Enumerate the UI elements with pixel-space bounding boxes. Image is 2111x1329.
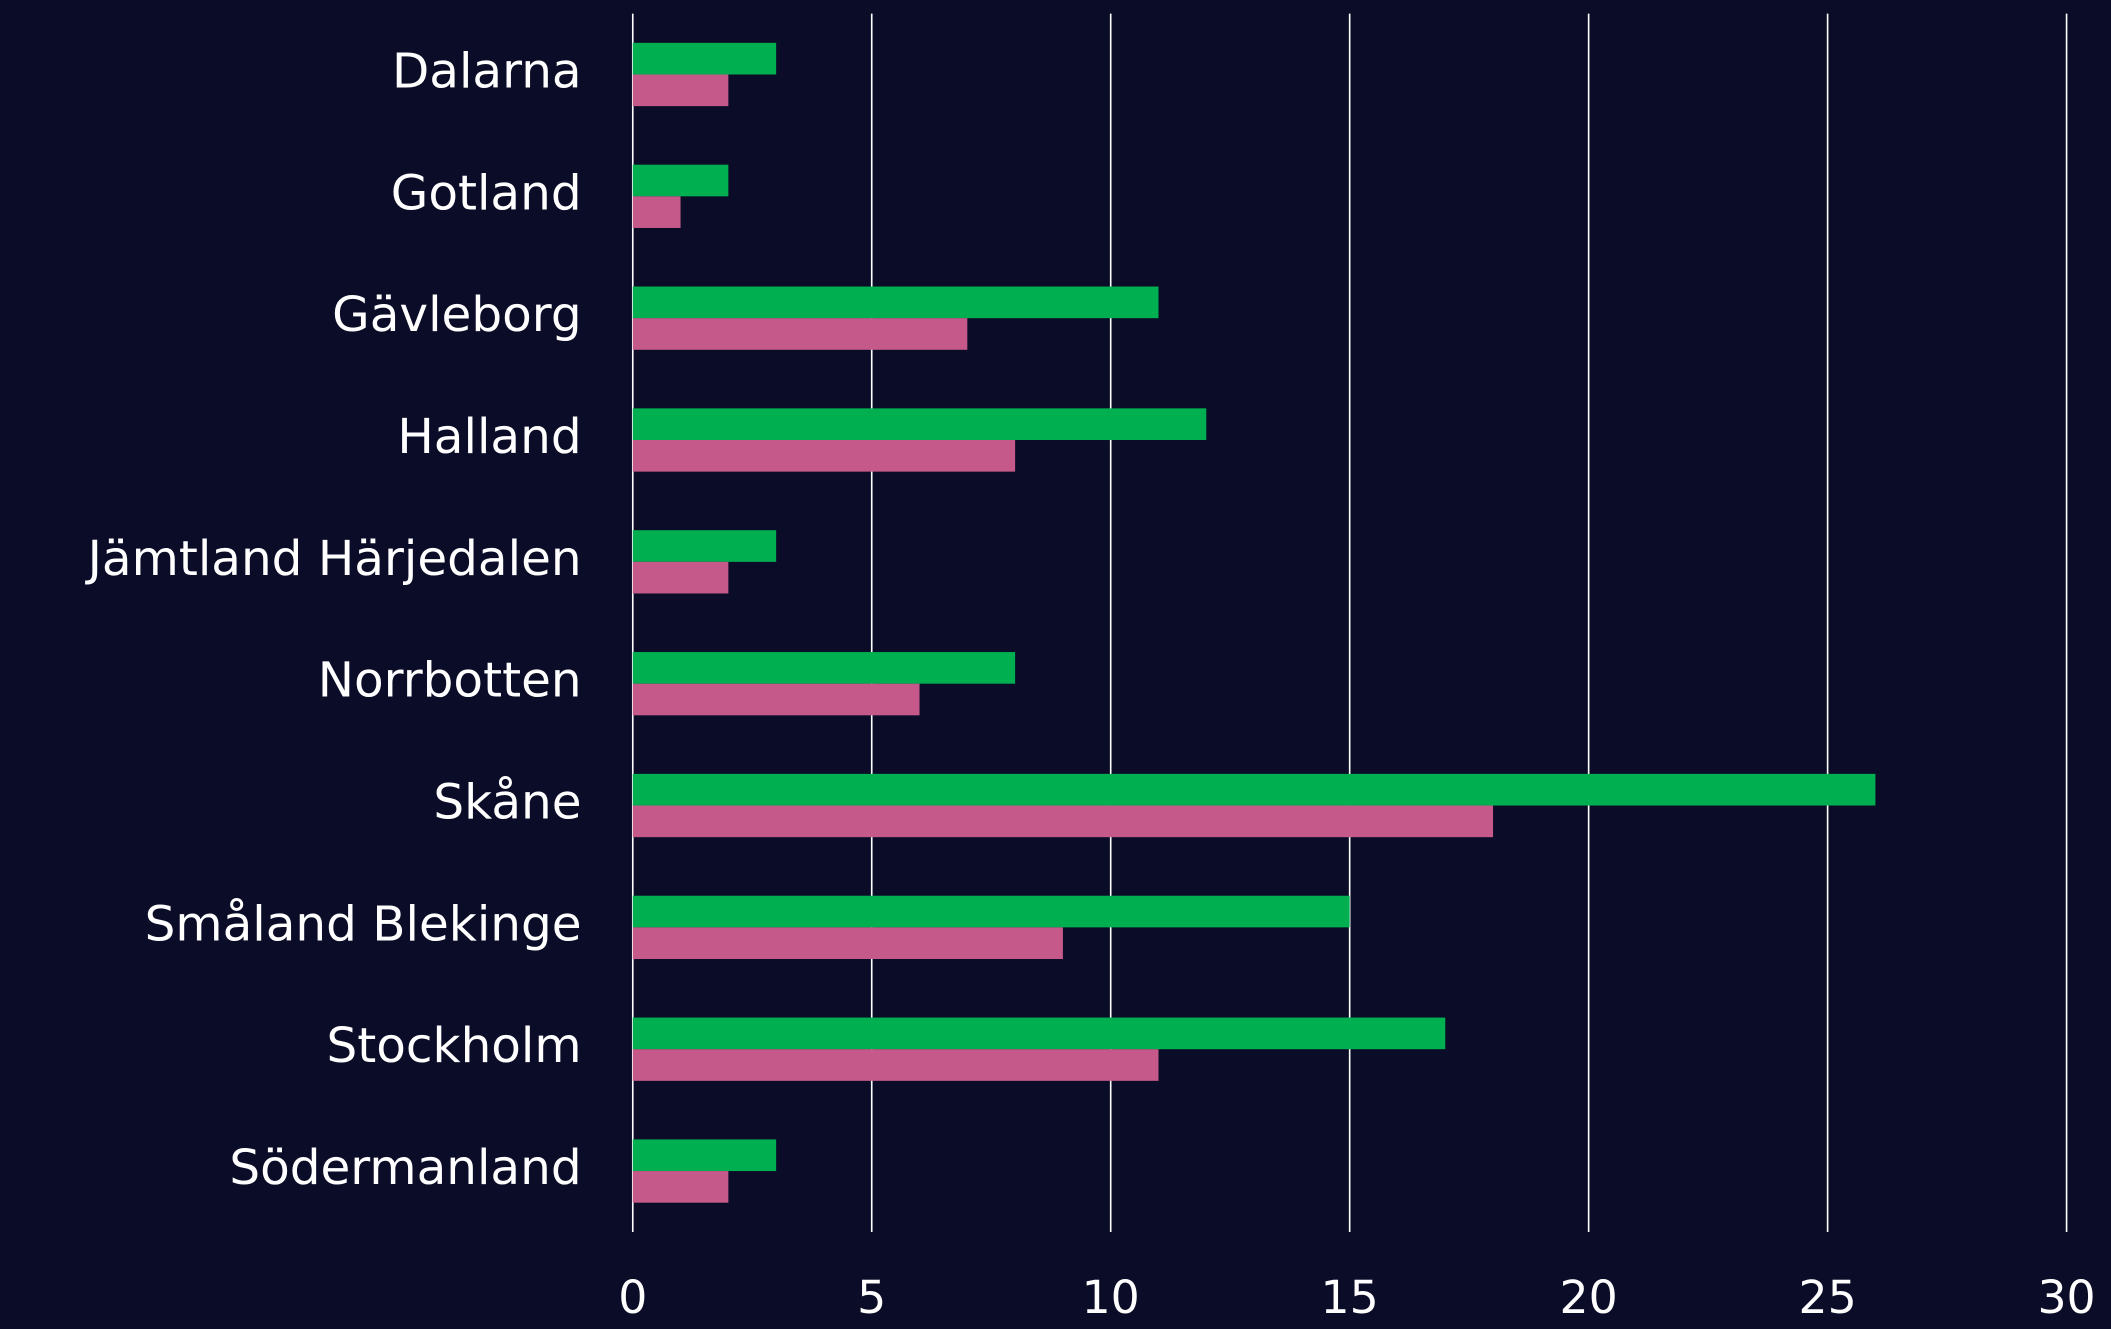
- bar: [632, 530, 777, 562]
- y-tick-label: Skåne: [433, 775, 581, 831]
- bar: [632, 1139, 777, 1172]
- bar: [632, 927, 1063, 960]
- bar: [632, 1017, 1446, 1050]
- y-tick-label: Gävleborg: [332, 287, 581, 343]
- y-tick-label: Halland: [397, 409, 581, 465]
- y-tick-label: Stockholm: [326, 1018, 581, 1074]
- bar: [632, 652, 1016, 684]
- bar: [632, 286, 1159, 319]
- y-tick-label: Småland Blekinge: [145, 896, 582, 952]
- x-tick-label: 5: [857, 1271, 886, 1324]
- bar: [632, 561, 729, 594]
- y-tick-label: Jämtland Härjedalen: [85, 531, 582, 587]
- bar: [632, 318, 968, 350]
- x-tick-label: 10: [1082, 1271, 1140, 1324]
- bar: [632, 805, 1494, 838]
- bar: [632, 773, 1876, 806]
- bar: [632, 895, 1350, 928]
- bar: [632, 408, 1207, 441]
- x-tick-label: 20: [1560, 1271, 1618, 1324]
- bar: [632, 1049, 1159, 1081]
- bar: [632, 42, 777, 75]
- y-tick-label: Gotland: [391, 165, 582, 221]
- bar: [632, 440, 1016, 472]
- x-tick-label: 25: [1798, 1271, 1856, 1324]
- bar: [632, 1171, 729, 1203]
- y-tick-label: Dalarna: [392, 43, 582, 99]
- bar: [632, 74, 729, 107]
- x-tick-label: 0: [618, 1271, 647, 1324]
- bar: [632, 196, 681, 228]
- y-tick-label: Södermanland: [229, 1140, 581, 1196]
- x-tick-label: 15: [1321, 1271, 1379, 1324]
- x-tick-label: 30: [2037, 1271, 2095, 1324]
- y-tick-label: Norrbotten: [318, 653, 582, 709]
- bar: [632, 164, 729, 197]
- bar: [632, 683, 920, 716]
